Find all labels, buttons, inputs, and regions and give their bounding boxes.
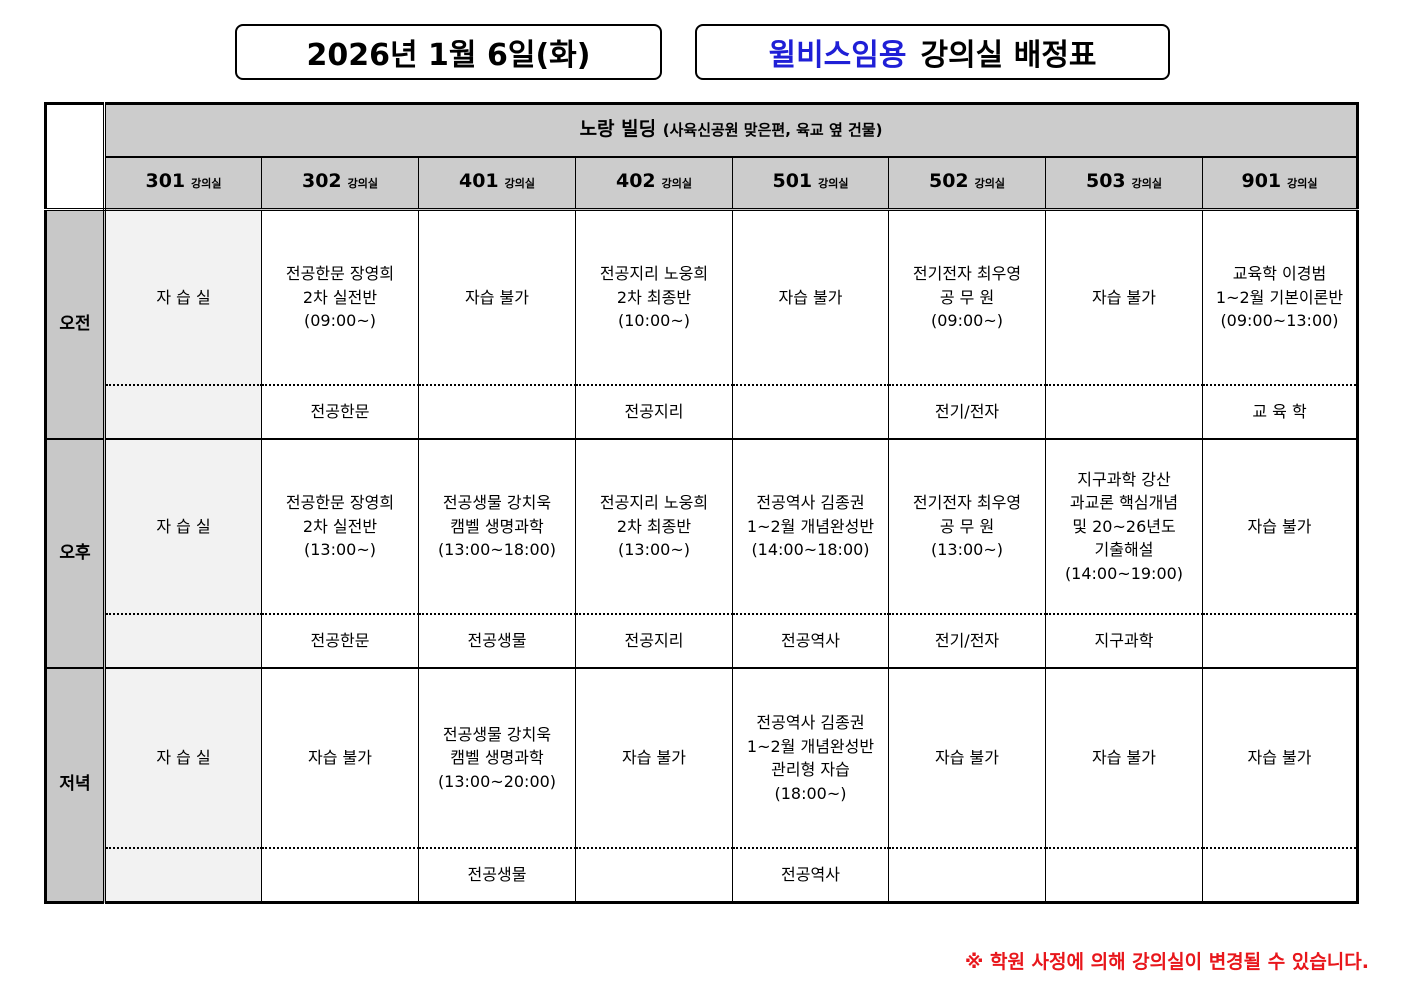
room-header-502: 502 강의실 [888,157,1046,211]
subject-cell [104,848,262,904]
subject-cell: 전공한문 [261,614,419,669]
subject-cell [1202,848,1358,904]
schedule-cell: 전공한문 장영희 2차 실전반 (09:00~) [261,209,419,386]
room-header-301: 301 강의실 [104,157,262,211]
subject-cell: 전공지리 [575,614,733,669]
subject-cell [1202,614,1358,669]
schedule-cell: 자습 불가 [1202,668,1358,849]
footnote: ※ 학원 사정에 의해 강의실이 변경될 수 있습니다. [964,951,1369,973]
subject-cell: 전공역사 [732,848,889,904]
date-title-box: 2026년 1월 6일(화) [235,24,662,80]
schedule-cell: 전공지리 노웅희 2차 최종반 (10:00~) [575,209,733,386]
subject-cell: 전공생물 [418,614,576,669]
brand-name: 윌비스임용 [768,38,907,73]
schedule-cell: 교육학 이경범 1~2월 기본이론반 (09:00~13:00) [1202,209,1358,386]
subject-cell [1045,385,1203,440]
schedule-title-box: 윌비스임용 강의실 배정표 [695,24,1170,80]
classroom-schedule-table: 노랑 빌딩 (사육신공원 맞은편, 육교 옆 건물) 301 강의실 302 강의실 40… [44,102,1359,904]
subject-cell: 지구과학 [1045,614,1203,669]
room-suffix: 강의실 [661,177,693,191]
schedule-cell: 자습 불가 [418,209,576,386]
subject-cell [104,614,262,669]
schedule-cell: 전기전자 최우영 공 무 원 (09:00~) [888,209,1046,386]
room-suffix: 강의실 [1287,177,1318,191]
room-number: 401 [458,170,499,193]
schedule-cell: 전공생물 강치욱 캠벨 생명과학 (13:00~18:00) [418,439,576,615]
subject-cell: 전공역사 [732,614,889,669]
period-label: 저녁 [45,668,106,904]
schedule-cell: 자습 불가 [732,209,889,386]
subject-cell: 전공한문 [261,385,419,440]
room-number: 302 [301,170,342,193]
schedule-cell: 자습 불가 [261,668,419,849]
schedule-cell: 전공역사 김종권 1~2월 개념완성반 (14:00~18:00) [732,439,889,615]
subject-cell [104,385,262,440]
building-name: 노랑 빌딩 [579,118,657,141]
subject-cell [418,385,576,440]
room-suffix: 강의실 [191,177,222,191]
schedule-cell: 자 습 실 [104,668,262,849]
date-title: 2026년 1월 6일(화) [306,38,591,73]
schedule-cell: 전기전자 최우영 공 무 원 (13:00~) [888,439,1046,615]
subject-cell [732,385,889,440]
room-header-503: 503 강의실 [1045,157,1203,211]
subject-cell: 전기/전자 [888,614,1046,669]
room-suffix: 강의실 [974,177,1006,191]
room-suffix: 강의실 [504,177,536,191]
schedule-cell: 지구과학 강산 과교론 핵심개념 및 20~26년도 기출해설 (14:00~1… [1045,439,1203,615]
schedule-cell: 자습 불가 [1202,439,1358,615]
room-header-501: 501 강의실 [732,157,889,211]
schedule-cell: 자 습 실 [104,209,262,386]
subject-cell: 교 육 학 [1202,385,1358,440]
building-detail: (사육신공원 맞은편, 육교 옆 건물) [662,121,883,140]
room-number: 502 [928,170,969,193]
building-header: 노랑 빌딩 (사육신공원 맞은편, 육교 옆 건물) [104,103,1358,158]
room-suffix: 강의실 [1131,177,1163,191]
room-number: 503 [1085,170,1126,193]
subject-cell [261,848,419,904]
subject-cell: 전공지리 [575,385,733,440]
schedule-cell: 자습 불가 [888,668,1046,849]
schedule-title: 강의실 배정표 [920,38,1097,73]
period-label: 오후 [45,439,106,669]
room-header-401: 401 강의실 [418,157,576,211]
schedule-cell: 자습 불가 [1045,668,1203,849]
room-number: 402 [615,170,656,193]
schedule-cell: 전공역사 김종권 1~2월 개념완성반 관리형 자습 (18:00~) [732,668,889,849]
subject-cell: 전공생물 [418,848,576,904]
schedule-cell: 전공한문 장영희 2차 실전반 (13:00~) [261,439,419,615]
room-header-901: 901 강의실 [1202,157,1358,211]
schedule-cell: 자습 불가 [1045,209,1203,386]
subject-cell [1045,848,1203,904]
room-header-402: 402 강의실 [575,157,733,211]
schedule-cell: 전공지리 노웅희 2차 최종반 (13:00~) [575,439,733,615]
room-header-302: 302 강의실 [261,157,419,211]
room-number: 301 [145,170,186,193]
room-number: 501 [772,170,813,193]
period-label: 오전 [45,209,106,440]
room-number: 901 [1241,170,1282,193]
subject-cell: 전기/전자 [888,385,1046,440]
schedule-cell: 전공생물 강치욱 캠벨 생명과학 (13:00~20:00) [418,668,576,849]
schedule-cell: 자습 불가 [575,668,733,849]
corner-cell [45,103,106,211]
schedule-cell: 자 습 실 [104,439,262,615]
subject-cell [888,848,1046,904]
subject-cell [575,848,733,904]
room-suffix: 강의실 [818,177,849,191]
room-suffix: 강의실 [347,177,379,191]
